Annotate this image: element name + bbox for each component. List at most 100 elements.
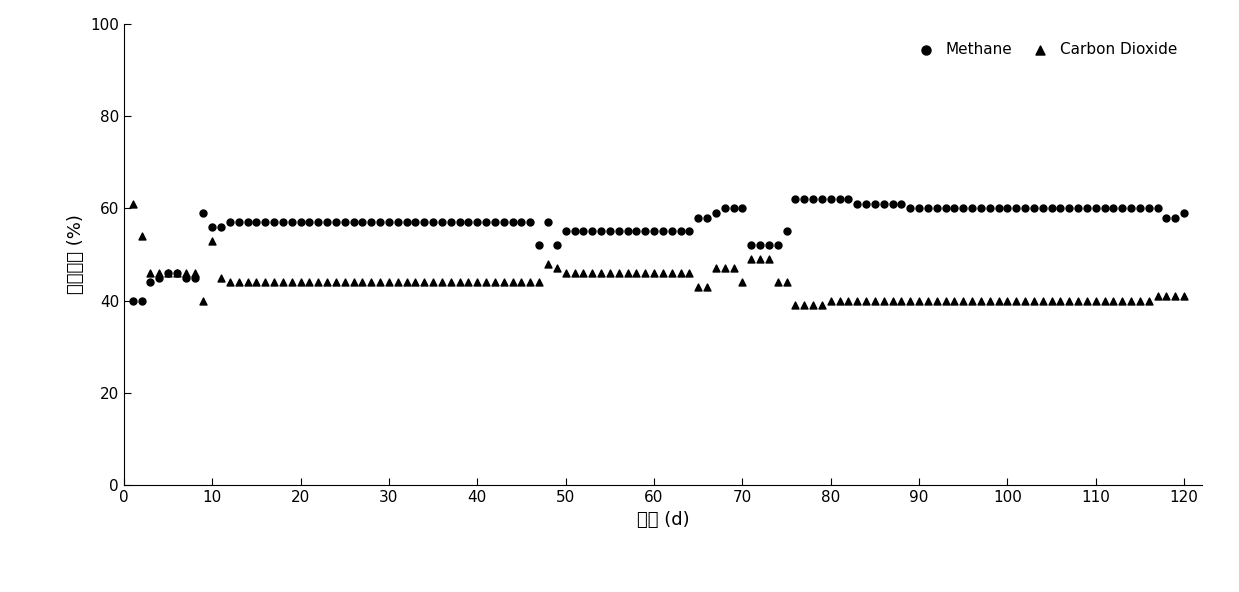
Methane	[565, 227, 585, 236]
Carbon Dioxide	[529, 278, 549, 287]
Methane	[644, 227, 664, 236]
Carbon Dioxide	[476, 278, 496, 287]
Carbon Dioxide	[238, 278, 258, 287]
Methane	[202, 222, 222, 231]
Methane	[935, 204, 955, 213]
Methane	[255, 217, 275, 227]
Legend: Methane, Carbon Dioxide: Methane, Carbon Dioxide	[904, 36, 1183, 63]
Carbon Dioxide	[901, 296, 921, 305]
Methane	[185, 273, 204, 282]
Methane	[150, 273, 170, 282]
Methane	[556, 227, 576, 236]
Methane	[608, 227, 628, 236]
Y-axis label: 气体成分 (%): 气体成分 (%)	[67, 215, 84, 294]
Carbon Dioxide	[159, 268, 178, 278]
Carbon Dioxide	[750, 255, 769, 264]
X-axis label: 时间 (d): 时间 (d)	[637, 511, 689, 529]
Carbon Dioxide	[388, 278, 408, 287]
Methane	[476, 217, 496, 227]
Methane	[627, 227, 647, 236]
Methane	[971, 204, 991, 213]
Methane	[396, 217, 416, 227]
Carbon Dioxide	[1121, 296, 1141, 305]
Methane	[1130, 204, 1150, 213]
Methane	[291, 217, 311, 227]
Carbon Dioxide	[1113, 296, 1132, 305]
Carbon Dioxide	[882, 296, 902, 305]
Carbon Dioxide	[343, 278, 363, 287]
Carbon Dioxide	[1085, 296, 1105, 305]
Carbon Dioxide	[193, 296, 213, 305]
Methane	[963, 204, 983, 213]
Carbon Dioxide	[1068, 296, 1088, 305]
Carbon Dioxide	[512, 278, 532, 287]
Carbon Dioxide	[1147, 291, 1167, 301]
Carbon Dioxide	[1104, 296, 1124, 305]
Carbon Dioxide	[768, 278, 788, 287]
Methane	[467, 217, 487, 227]
Methane	[229, 217, 249, 227]
Carbon Dioxide	[1166, 291, 1186, 301]
Carbon Dioxide	[803, 301, 823, 310]
Carbon Dioxide	[1095, 296, 1115, 305]
Methane	[1006, 204, 1026, 213]
Methane	[909, 204, 929, 213]
Methane	[1121, 204, 1141, 213]
Carbon Dioxide	[732, 278, 752, 287]
Methane	[450, 217, 470, 227]
Carbon Dioxide	[741, 255, 761, 264]
Methane	[741, 240, 761, 250]
Carbon Dioxide	[1059, 296, 1079, 305]
Carbon Dioxide	[546, 263, 566, 273]
Methane	[812, 194, 831, 204]
Methane	[786, 194, 805, 204]
Methane	[653, 227, 673, 236]
Carbon Dioxide	[909, 296, 929, 305]
Methane	[1077, 204, 1097, 213]
Carbon Dioxide	[273, 278, 292, 287]
Methane	[281, 217, 301, 227]
Methane	[123, 296, 142, 305]
Methane	[873, 199, 893, 208]
Methane	[264, 217, 284, 227]
Carbon Dioxide	[636, 268, 655, 278]
Carbon Dioxide	[123, 199, 142, 208]
Carbon Dioxide	[892, 296, 912, 305]
Methane	[167, 268, 187, 278]
Carbon Dioxide	[617, 268, 637, 278]
Methane	[424, 217, 444, 227]
Methane	[176, 273, 196, 282]
Carbon Dioxide	[715, 263, 735, 273]
Carbon Dioxide	[918, 296, 938, 305]
Methane	[326, 217, 346, 227]
Methane	[1051, 204, 1070, 213]
Carbon Dioxide	[309, 278, 328, 287]
Methane	[211, 222, 230, 231]
Methane	[724, 204, 743, 213]
Carbon Dioxide	[600, 268, 620, 278]
Methane	[388, 217, 408, 227]
Carbon Dioxide	[971, 296, 991, 305]
Carbon Dioxide	[1033, 296, 1053, 305]
Methane	[689, 213, 709, 223]
Carbon Dioxide	[291, 278, 311, 287]
Carbon Dioxide	[255, 278, 275, 287]
Carbon Dioxide	[1139, 296, 1158, 305]
Methane	[441, 217, 461, 227]
Methane	[997, 204, 1017, 213]
Methane	[803, 194, 823, 204]
Methane	[529, 240, 549, 250]
Carbon Dioxide	[706, 263, 726, 273]
Carbon Dioxide	[698, 282, 717, 292]
Carbon Dioxide	[1042, 296, 1062, 305]
Methane	[458, 217, 478, 227]
Methane	[1025, 204, 1044, 213]
Methane	[882, 199, 902, 208]
Carbon Dioxide	[185, 268, 204, 278]
Methane	[636, 227, 655, 236]
Carbon Dioxide	[317, 278, 337, 287]
Methane	[918, 204, 938, 213]
Methane	[247, 217, 266, 227]
Methane	[1104, 204, 1124, 213]
Methane	[582, 227, 602, 236]
